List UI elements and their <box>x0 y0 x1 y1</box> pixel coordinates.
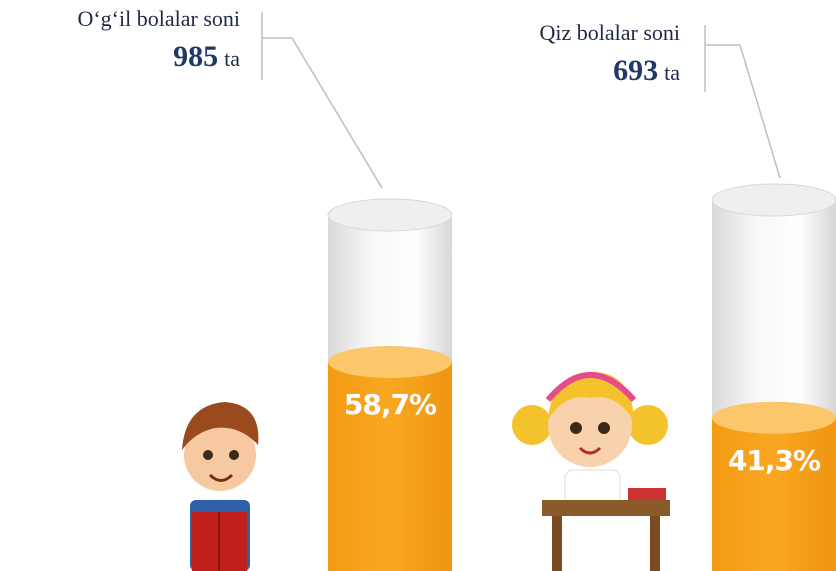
count-value: 985 <box>173 40 218 73</box>
count-unit: ta <box>224 46 240 71</box>
category-label: O‘g‘il bolalar soni <box>77 6 240 31</box>
cylinder-fill <box>712 418 836 571</box>
girl-illustration <box>512 372 670 571</box>
value-label: 58,7% <box>344 388 437 421</box>
callout <box>262 12 780 188</box>
count-unit: ta <box>664 60 680 85</box>
boy-illustration <box>182 402 258 571</box>
count-value: 693 <box>613 54 658 87</box>
cylinder-top <box>712 184 836 216</box>
cylinder-fill-top <box>328 346 452 378</box>
cylinder-fill-top <box>712 402 836 434</box>
cylinder-top <box>328 199 452 231</box>
chart: 58,7%O‘g‘il bolalar soni985ta41,3%Qiz bo… <box>0 0 836 571</box>
category-label: Qiz bolalar soni <box>539 20 680 45</box>
value-label: 41,3% <box>728 444 821 477</box>
page: {"chart_data": {"type": "cylinder", "cat… <box>0 0 836 571</box>
